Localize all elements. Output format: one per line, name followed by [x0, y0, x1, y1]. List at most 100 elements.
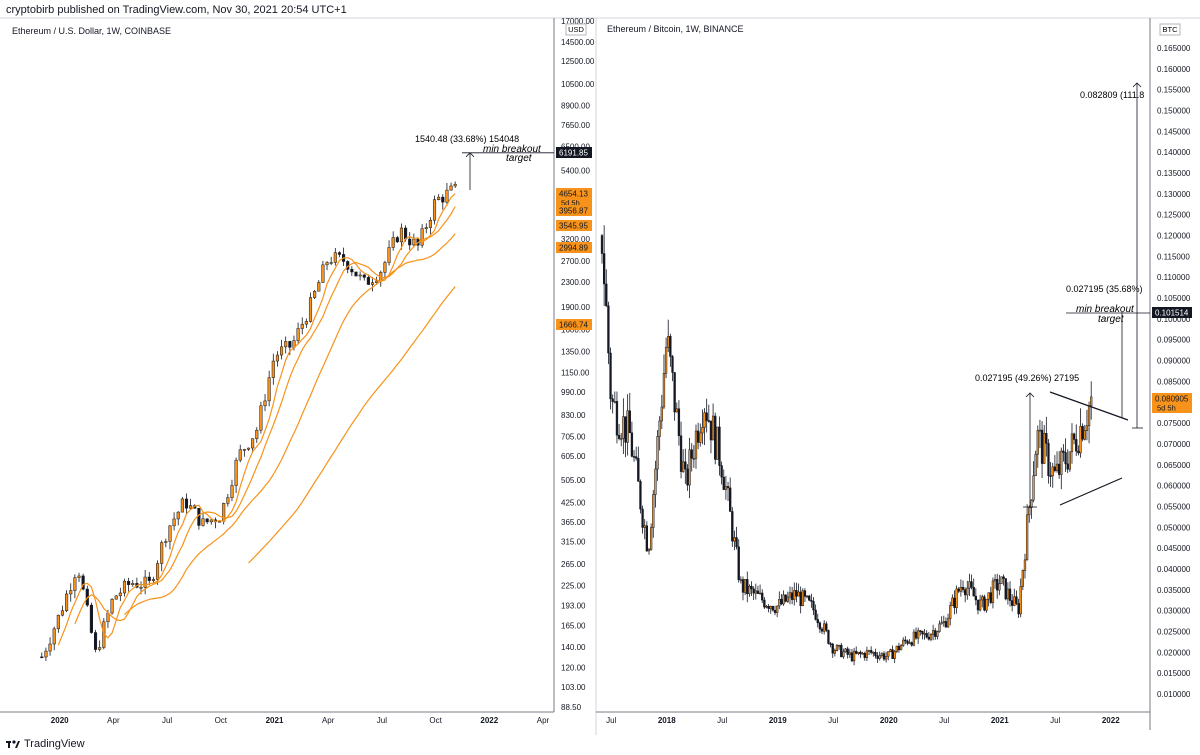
y-tick-label: 2700.00: [561, 257, 590, 266]
candle-body: [151, 579, 155, 581]
ma-line-long: [248, 286, 456, 564]
price-label: 0.101514: [1155, 309, 1189, 318]
x-tick-label: 2021: [991, 716, 1009, 725]
candle-body: [765, 605, 768, 608]
candle-body: [694, 430, 698, 459]
x-tick-label: 2020: [51, 716, 69, 725]
candle-body: [370, 282, 375, 285]
price-label-box: [556, 147, 592, 158]
price-label-box: [556, 220, 592, 231]
candle-body: [889, 649, 892, 652]
price-label-box: [1152, 393, 1192, 413]
candle-body: [831, 643, 834, 654]
candle-body: [56, 614, 60, 630]
y-tick-label: 0.150000: [1157, 107, 1191, 116]
candle-body: [643, 525, 646, 528]
candle-body: [667, 336, 670, 348]
candle-body: [763, 599, 766, 608]
candle-body: [366, 277, 370, 285]
candle-body: [654, 468, 657, 495]
candle-body: [852, 650, 856, 662]
y-tick-label: 0.105000: [1157, 294, 1191, 303]
candle-body: [711, 415, 715, 441]
candle-body: [624, 416, 627, 443]
candle-body: [865, 650, 869, 658]
pole-measure-arrow: [1025, 392, 1035, 398]
candle-body: [304, 321, 308, 325]
candle-body: [408, 238, 412, 246]
left-chart-title: Ethereum / U.S. Dollar, 1W, COINBASE: [12, 26, 172, 36]
candle-body: [325, 262, 329, 266]
candle-body: [1013, 596, 1016, 606]
candle-body: [73, 577, 77, 591]
candle-body: [1075, 439, 1078, 452]
candle-body: [617, 434, 621, 439]
candle-body: [882, 653, 886, 660]
candle-body: [222, 503, 226, 522]
candle-body: [739, 579, 743, 581]
candle-body: [701, 427, 704, 434]
currency-label: USD: [568, 25, 584, 34]
candle-body: [180, 498, 184, 513]
candle-body: [308, 297, 313, 322]
y-tick-label: 1350.00: [561, 347, 590, 356]
candle-body: [280, 346, 284, 356]
candle-body: [656, 436, 659, 470]
y-tick-label: 14500.00: [561, 38, 595, 47]
long-measure-annotation: 0.082809 (111.8: [1080, 90, 1144, 100]
y-tick-label: 0.130000: [1157, 190, 1191, 199]
candle-body: [908, 642, 911, 644]
y-tick-label: 7650.00: [561, 121, 590, 130]
candle-body: [756, 590, 760, 594]
candle-body: [620, 438, 623, 440]
candle-body: [1030, 499, 1033, 508]
candle-body: [1087, 405, 1091, 427]
y-tick-label: 2300.00: [561, 278, 590, 287]
candle-body: [737, 546, 740, 581]
candle-body: [874, 651, 877, 657]
candle-body: [983, 596, 986, 611]
y-tick-label: 0.025000: [1157, 627, 1191, 636]
candle-body: [143, 576, 147, 588]
candle-body: [1000, 576, 1003, 584]
candle-body: [929, 634, 933, 640]
candle-body: [673, 372, 676, 413]
charts-canvas[interactable]: 17000.00 14500.00 12500.00 10500.00 8900.00 7…: [0, 0, 1200, 735]
candle-body: [931, 630, 935, 635]
candle-body: [1015, 596, 1018, 604]
candle-body: [1055, 463, 1059, 471]
right-chart-plot: 0.165000 0.160000 0.155000 0.150000 0.145000…: [600, 23, 1192, 725]
candle-body: [714, 415, 717, 460]
candle-body: [275, 354, 279, 362]
candle-body: [904, 639, 907, 642]
candle-body: [773, 609, 777, 613]
x-tick-label: Jul: [162, 716, 172, 725]
long-target-arrow: [1132, 82, 1142, 88]
y-tick-label: 365.00: [561, 518, 586, 527]
y-tick-label: 0.010000: [1157, 690, 1191, 699]
candle-body: [317, 282, 321, 292]
publish-header: cryptobirb published on TradingView.com,…: [6, 4, 347, 16]
y-tick-label: 0.085000: [1157, 377, 1191, 386]
candle-body: [803, 590, 807, 597]
candle-body: [934, 630, 937, 637]
candle-body: [234, 459, 238, 486]
candle-body: [893, 651, 896, 659]
candle-body: [288, 341, 292, 348]
candle-body: [106, 612, 110, 623]
candle-body: [810, 599, 813, 602]
candle-body: [645, 525, 649, 552]
target-annotation-line1: min breakout: [1076, 304, 1135, 315]
candle-body: [917, 630, 920, 639]
candle-body: [887, 651, 890, 657]
candle-body: [637, 458, 640, 482]
candle-body: [1011, 600, 1014, 606]
measure-annotation: 1540.48 (33.68%) 154048: [415, 134, 519, 144]
x-tick-label: Apr: [322, 716, 335, 725]
x-tick-label: Apr: [537, 716, 550, 725]
candle-body: [825, 623, 828, 631]
candle-body: [769, 606, 772, 609]
candle-body: [300, 323, 304, 329]
candle-body: [259, 405, 263, 431]
candle-body: [420, 228, 424, 246]
